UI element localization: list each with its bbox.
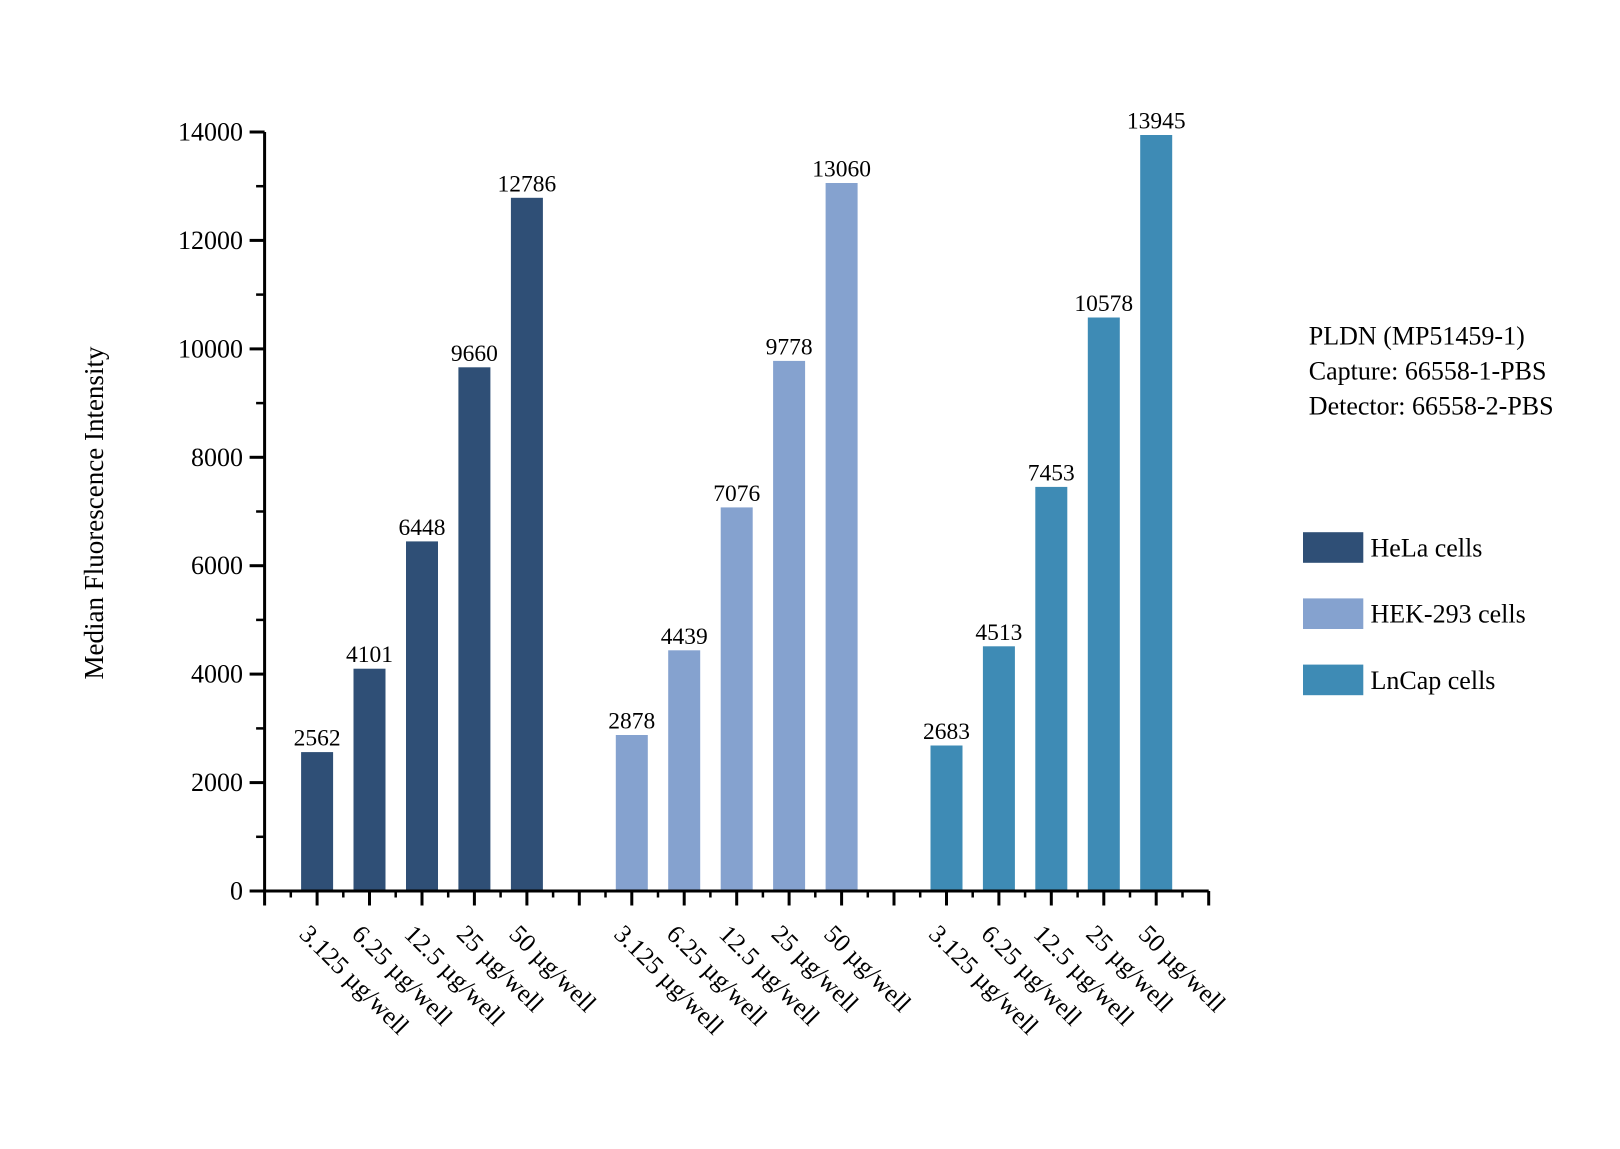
- svg-text:LnCap cells: LnCap cells: [1371, 666, 1496, 695]
- svg-text:10578: 10578: [1074, 291, 1133, 317]
- svg-text:9778: 9778: [766, 334, 813, 360]
- svg-text:Capture: 66558-1-PBS: Capture: 66558-1-PBS: [1309, 356, 1547, 385]
- svg-text:6448: 6448: [399, 515, 446, 541]
- svg-text:2000: 2000: [191, 768, 243, 797]
- svg-text:PLDN (MP51459-1): PLDN (MP51459-1): [1309, 321, 1525, 350]
- svg-text:Median Fluorescence Intensity: Median Fluorescence Intensity: [79, 346, 109, 679]
- svg-text:2683: 2683: [923, 719, 970, 745]
- svg-text:12786: 12786: [498, 171, 557, 197]
- svg-text:HeLa cells: HeLa cells: [1371, 534, 1483, 563]
- svg-text:2878: 2878: [608, 709, 655, 735]
- svg-text:13945: 13945: [1127, 109, 1186, 135]
- svg-text:8000: 8000: [191, 443, 243, 472]
- svg-text:13060: 13060: [812, 157, 871, 183]
- svg-text:9660: 9660: [451, 341, 498, 367]
- svg-text:7076: 7076: [713, 481, 760, 507]
- svg-text:10000: 10000: [178, 334, 243, 363]
- svg-text:4000: 4000: [191, 660, 243, 689]
- svg-text:12000: 12000: [178, 226, 243, 255]
- svg-text:4439: 4439: [661, 624, 708, 650]
- svg-text:HEK-293 cells: HEK-293 cells: [1371, 600, 1526, 629]
- svg-text:7453: 7453: [1028, 460, 1075, 486]
- svg-text:14000: 14000: [178, 118, 243, 147]
- svg-text:2562: 2562: [294, 726, 341, 752]
- svg-text:4101: 4101: [346, 642, 393, 668]
- svg-text:Detector: 66558-2-PBS: Detector: 66558-2-PBS: [1309, 392, 1554, 421]
- svg-text:6000: 6000: [191, 551, 243, 580]
- svg-text:0: 0: [230, 877, 243, 906]
- svg-text:4513: 4513: [975, 620, 1022, 646]
